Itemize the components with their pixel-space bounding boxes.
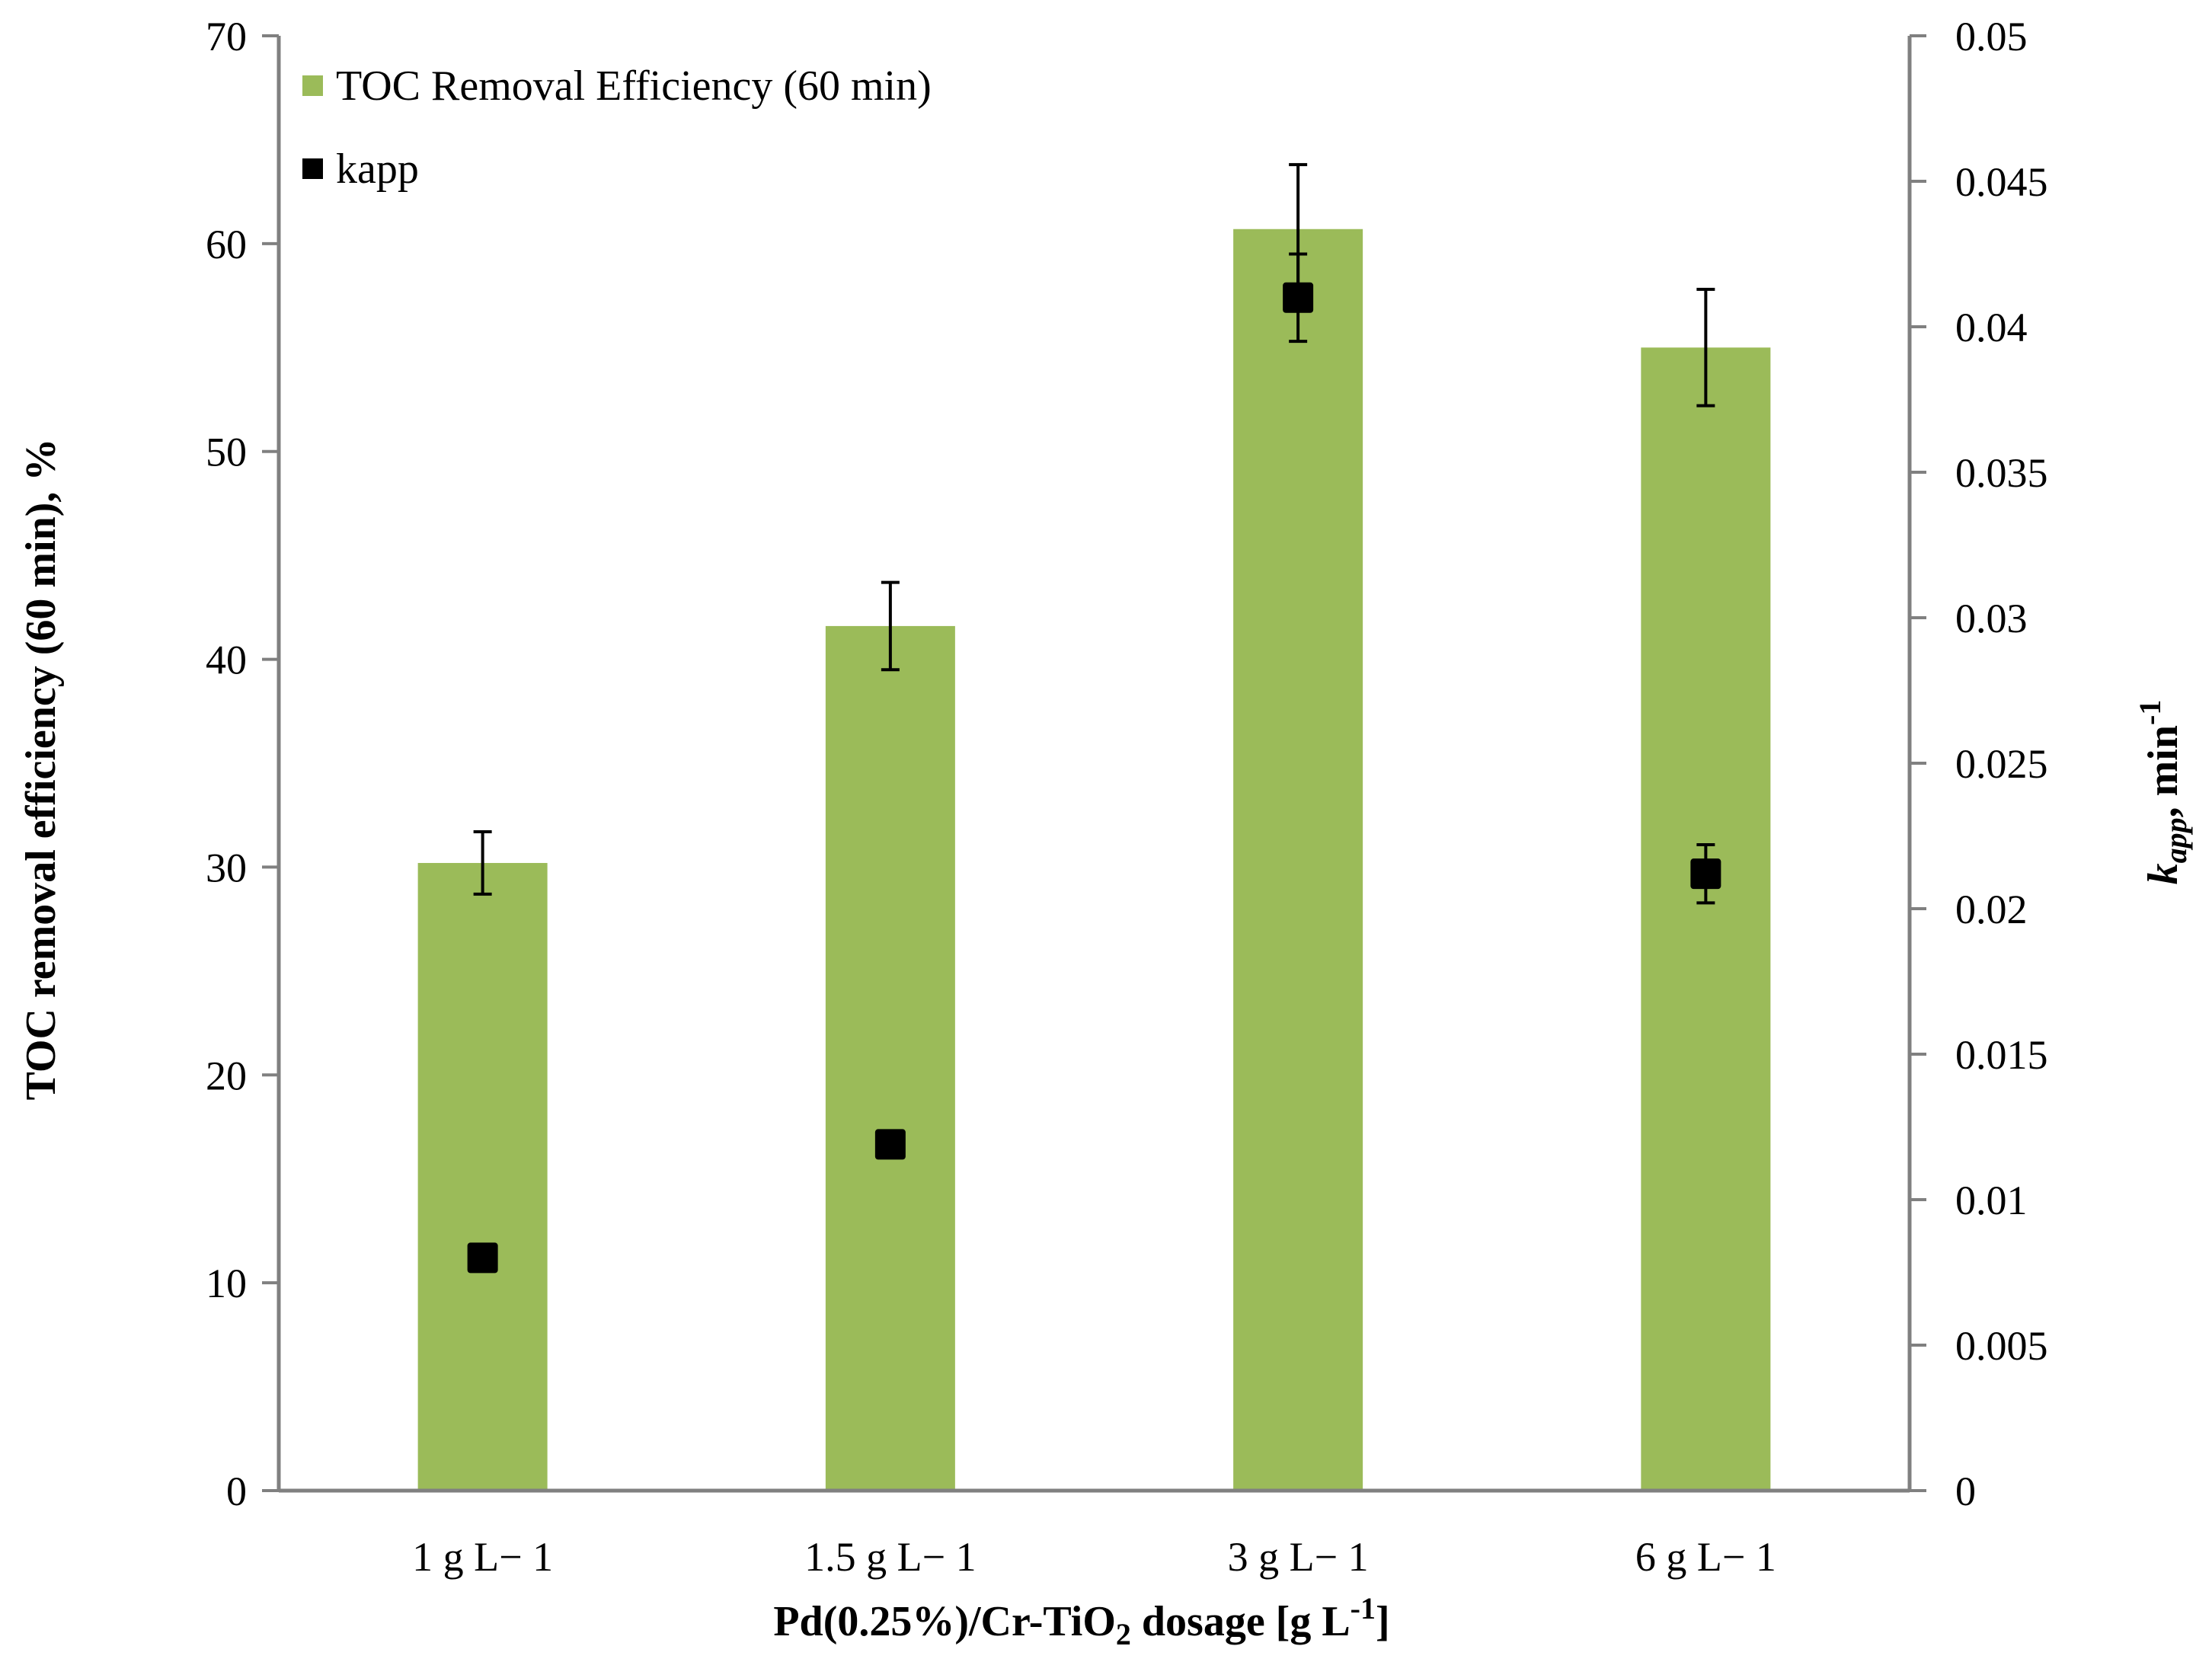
bar-error-layer: [473, 163, 1715, 896]
right-tick-label-0: 0: [1955, 1469, 1976, 1514]
bar-1: [825, 625, 955, 1491]
legend-label-toc: TOC Removal Efficiency (60 min): [336, 62, 932, 110]
right-tick-label-7: 0.035: [1955, 450, 2048, 496]
left-tick-label-5: 50: [206, 430, 247, 475]
points-layer: [467, 252, 1721, 1274]
x-axis-title-sub: 2: [1116, 1617, 1131, 1651]
x-axis-title-sup: -1: [1351, 1591, 1376, 1625]
bar-3: [1641, 347, 1771, 1491]
bar-error-0: [473, 830, 492, 896]
right-axis-title: kapp, min-1: [2133, 700, 2193, 885]
legend-label-kapp: kapp: [336, 145, 419, 193]
x-tick-label-3: 6 g L− 1: [1635, 1534, 1776, 1580]
left-tick-label-1: 10: [206, 1261, 247, 1306]
right-axis-title-k: k: [2140, 863, 2187, 884]
right-tick-label-3: 0.015: [1955, 1032, 2048, 1078]
x-tick-label-0: 1 g L− 1: [412, 1534, 553, 1580]
kapp-error-2: [1289, 252, 1308, 344]
left-tick-label-2: 20: [206, 1053, 247, 1098]
x-axis-title-mid: dosage [g L: [1131, 1598, 1351, 1645]
right-axis-title-rest: , min: [2140, 725, 2187, 817]
bars-layer: [417, 229, 1771, 1491]
x-axis-title-post: ]: [1376, 1598, 1390, 1645]
bar-2: [1233, 229, 1363, 1491]
right-tick-label-10: 0.05: [1955, 14, 2028, 59]
left-tick-label-4: 40: [206, 638, 247, 683]
left-axis-title: TOC removal efficiency (60 min), %: [18, 439, 65, 1101]
right-tick-label-9: 0.045: [1955, 159, 2048, 205]
legend-swatch-toc: [302, 75, 323, 96]
left-tick-label-6: 60: [206, 222, 247, 267]
right-tick-label-2: 0.01: [1955, 1178, 2028, 1223]
bar-0: [417, 862, 548, 1491]
kapp-error-3: [1696, 842, 1715, 905]
left-tick-label-3: 30: [206, 845, 247, 890]
right-axis-title-sup: -1: [2133, 700, 2167, 725]
right-tick-label-5: 0.025: [1955, 741, 2048, 787]
left-tick-label-7: 70: [206, 14, 247, 59]
kapp-point-1: [874, 1129, 906, 1160]
legend-swatch-kapp: [302, 158, 323, 179]
x-tick-label-1: 1.5 g L− 1: [804, 1534, 976, 1580]
right-tick-label-4: 0.02: [1955, 887, 2028, 932]
bar-error-3: [1696, 287, 1715, 408]
right-tick-label-8: 0.04: [1955, 305, 2028, 350]
x-axis-title: Pd(0.25%)/Cr-TiO2 dosage [g L-1]: [773, 1591, 1389, 1651]
kapp-point-0: [467, 1242, 498, 1274]
left-tick-label-0: 0: [226, 1469, 247, 1514]
x-axis-title-pre: Pd(0.25%)/Cr-TiO: [773, 1598, 1116, 1645]
left-y-ticks: 0 10 20 30 40 50 60 70: [206, 14, 279, 1514]
right-axis-title-sub: app: [2159, 817, 2193, 863]
right-tick-label-6: 0.03: [1955, 596, 2028, 641]
right-tick-label-1: 0.005: [1955, 1323, 2048, 1369]
legend: TOC Removal Efficiency (60 min) kapp: [302, 62, 932, 193]
right-y-ticks: 0 0.005 0.01 0.015 0.02 0.025 0.03 0.035 0.04 0.0…: [1910, 14, 2048, 1514]
bar-error-1: [881, 580, 900, 672]
x-category-labels: 1 g L− 1 1.5 g L− 1 3 g L− 1 6 g L− 1: [412, 1534, 1776, 1580]
x-tick-label-2: 3 g L− 1: [1228, 1534, 1369, 1580]
